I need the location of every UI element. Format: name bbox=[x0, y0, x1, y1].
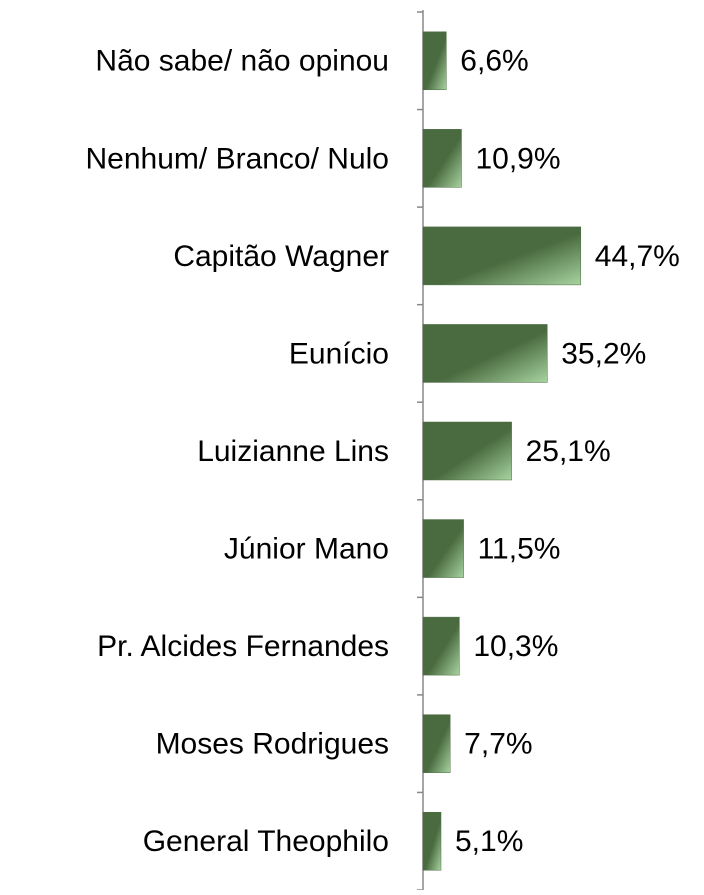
bar bbox=[422, 811, 442, 871]
value-label: 11,5% bbox=[478, 532, 561, 565]
category-label: Não sabe/ não opinou bbox=[95, 45, 389, 78]
category-label: Júnior Mano bbox=[224, 532, 389, 565]
category-label: Capitão Wagner bbox=[173, 240, 389, 273]
value-label: 44,7% bbox=[595, 240, 680, 273]
value-label: 10,3% bbox=[473, 630, 558, 663]
value-label: 5,1% bbox=[455, 825, 523, 858]
value-label: 6,6% bbox=[460, 45, 528, 78]
category-label: Moses Rodrigues bbox=[156, 728, 389, 761]
value-label: 25,1% bbox=[526, 435, 611, 468]
category-label: Eunício bbox=[289, 337, 389, 370]
value-label: 7,7% bbox=[464, 728, 532, 761]
bar bbox=[422, 226, 582, 286]
category-label: Nenhum/ Branco/ Nulo bbox=[86, 142, 390, 175]
value-label: 10,9% bbox=[475, 142, 560, 175]
bar bbox=[422, 31, 447, 91]
category-axis bbox=[417, 10, 424, 891]
category-label: Pr. Alcides Fernandes bbox=[97, 630, 389, 663]
value-label: 35,2% bbox=[561, 337, 646, 370]
bar bbox=[422, 714, 451, 773]
category-label: General Theophilo bbox=[143, 825, 389, 858]
bar bbox=[422, 519, 464, 578]
category-label: Luizianne Lins bbox=[197, 435, 389, 468]
bar bbox=[422, 129, 462, 188]
bar bbox=[422, 616, 460, 676]
bar bbox=[422, 324, 548, 383]
bar bbox=[422, 421, 512, 481]
